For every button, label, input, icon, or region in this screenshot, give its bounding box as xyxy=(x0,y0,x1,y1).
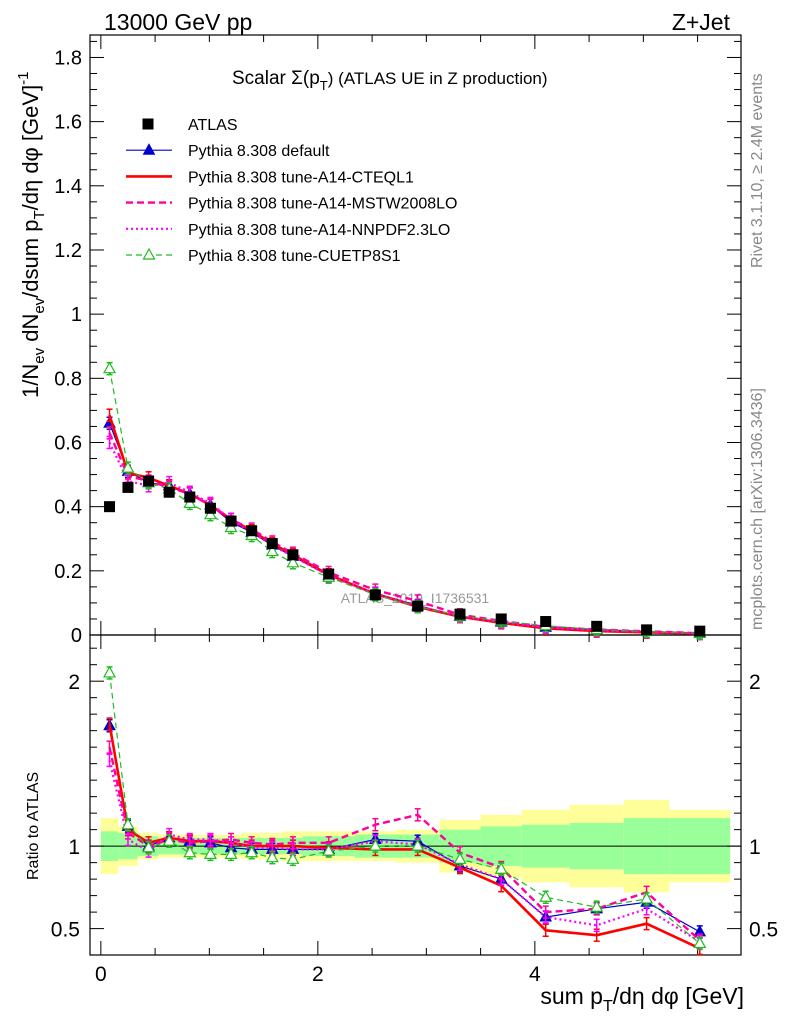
ratio-y-tick-label: 0.5 xyxy=(51,919,80,942)
data-point-cuetp xyxy=(590,899,604,912)
x-tick-label: 0 xyxy=(95,963,107,986)
data-point-cuetp xyxy=(224,847,238,859)
main-y-tick-label: 1.6 xyxy=(54,112,82,134)
data-point-cuetp xyxy=(411,838,425,851)
atlas-data-point xyxy=(204,502,216,514)
data-point-cuetp xyxy=(142,840,156,853)
main-y-tick-label: 0.8 xyxy=(54,368,82,390)
main-y-tick-label: 1.2 xyxy=(54,240,82,262)
series-mstw xyxy=(106,426,703,640)
data-point-cuetp xyxy=(539,890,553,902)
legend-entry: Pythia 8.308 default xyxy=(126,143,330,160)
rivet-version-label: Rivet 3.1.10, ≥ 2.4M events xyxy=(749,73,766,268)
legend-entry: Pythia 8.308 tune-A14-CTEQL1 xyxy=(126,169,414,186)
data-point-cuetp xyxy=(693,936,707,949)
plot-title: Scalar Σ(pT) (ATLAS UE in Z production) xyxy=(232,68,548,93)
data-point-cuetp xyxy=(103,665,117,678)
atlas-data-point xyxy=(454,608,466,620)
process-label: Z+Jet xyxy=(672,9,731,35)
atlas-data-point xyxy=(143,475,155,487)
ratio-axis-ticks: 0.5 0.5 1 1 2 2 0 2 4 xyxy=(51,635,778,986)
legend: ATLAS Pythia 8.308 default Pythia 8.308 tu… xyxy=(126,117,457,265)
ratio-y-tick-label-right: 0.5 xyxy=(749,919,778,942)
ratio-y-tick-label-right: 2 xyxy=(749,671,761,694)
main-y-tick-label: 0 xyxy=(71,625,82,647)
plot-title-sub: T xyxy=(320,78,328,93)
main-series-layer xyxy=(103,361,707,641)
atlas-data-point xyxy=(287,549,299,561)
data-point-cuetp xyxy=(286,555,300,568)
ratio-y-tick-label: 1 xyxy=(68,836,80,859)
main-y-tick-label: 0.2 xyxy=(54,561,82,583)
atlas-data-point xyxy=(246,525,258,537)
atlas-data-point xyxy=(266,538,278,550)
data-point-cuetp xyxy=(368,838,382,851)
ratio-y-axis-label: Ratio to ATLAS xyxy=(25,772,42,880)
series-cuetp xyxy=(103,361,707,641)
main-y-tick-label: 0.4 xyxy=(54,497,82,519)
legend-label: Pythia 8.308 tune-A14-NNPDF2.3LO xyxy=(188,222,450,239)
data-point-cuetp xyxy=(245,845,259,858)
data-point-cuetp xyxy=(183,845,197,858)
main-y-tick-label: 0.6 xyxy=(54,432,82,454)
data-point-cuetp xyxy=(203,847,217,859)
data-point-cuetp xyxy=(265,544,279,557)
data-point-cuetp xyxy=(265,850,279,863)
atlas-data-point xyxy=(122,481,134,493)
series-atlas xyxy=(104,475,706,637)
mcplots-label: mcplots.cern.ch [arXiv:1306.3436] xyxy=(749,388,766,630)
legend-label: Pythia 8.308 tune-CUETP8S1 xyxy=(188,248,401,265)
data-point-cuetp xyxy=(121,460,135,473)
main-y-tick-label: 1.4 xyxy=(54,176,82,198)
ratio-y-tick-label: 2 xyxy=(68,671,80,694)
legend-entry: Pythia 8.308 tune-A14-MSTW2008LO xyxy=(126,196,457,213)
plot-title-rest: ) (ATLAS UE in Z production) xyxy=(328,69,548,88)
ratio-panel-frame xyxy=(89,634,742,956)
legend-label: ATLAS xyxy=(188,117,238,134)
legend-entry: Pythia 8.308 tune-A14-NNPDF2.3LO xyxy=(126,222,450,239)
atlas-data-point xyxy=(184,491,196,503)
main-axis-ticks: 0 0.2 0.4 0.6 0.8 1 1.2 1.4 1.6 1.8 xyxy=(54,35,741,647)
x-tick-label: 2 xyxy=(312,963,324,986)
data-point-cuetp xyxy=(453,852,467,864)
ratio-y-tick-label-right: 1 xyxy=(749,836,761,859)
data-point-cuetp xyxy=(121,817,135,830)
x-tick-label: 4 xyxy=(529,963,541,986)
series-cuetp xyxy=(103,665,707,951)
energy-label: 13000 GeV pp xyxy=(104,9,252,35)
legend-label: Pythia 8.308 tune-A14-CTEQL1 xyxy=(188,169,414,186)
data-point-cuetp xyxy=(103,361,117,374)
atlas-data-point xyxy=(369,589,381,601)
main-y-tick-label: 1 xyxy=(71,304,82,326)
atlas-data-point xyxy=(641,624,653,636)
atlas-data-point xyxy=(694,625,706,637)
legend-marker-cuetp xyxy=(142,247,156,260)
ratio-series-layer xyxy=(103,665,707,956)
atlas-data-point xyxy=(495,613,507,625)
data-point-cuetp xyxy=(322,843,336,856)
legend-label: Pythia 8.308 tune-A14-MSTW2008LO xyxy=(188,196,457,213)
atlas-data-point xyxy=(104,501,116,513)
data-point-cuetp xyxy=(286,852,300,864)
legend-entry: ATLAS xyxy=(142,117,238,134)
main-y-axis-label: 1/Nev dNev/dsum pT/dη dφ [GeV]-1 xyxy=(15,71,48,398)
data-point-cuetp xyxy=(640,891,654,904)
legend-entry: Pythia 8.308 tune-CUETP8S1 xyxy=(126,247,401,265)
atlas-data-point xyxy=(591,620,603,632)
legend-label: Pythia 8.308 default xyxy=(188,143,330,160)
data-point-cuetp xyxy=(494,861,508,874)
atlas-data-point xyxy=(225,515,237,527)
atlas-data-point xyxy=(163,486,175,498)
legend-marker-default xyxy=(142,143,156,155)
atlas-data-point xyxy=(323,568,335,580)
atlas-data-point xyxy=(540,616,552,628)
legend-atlas-marker xyxy=(142,118,154,130)
atlas-data-point xyxy=(412,600,424,612)
plot-title-main: Scalar Σ(p xyxy=(232,68,320,89)
series-nnpdf xyxy=(106,435,703,641)
main-y-tick-label: 1.8 xyxy=(54,47,82,69)
x-axis-label: sum pT/dη dφ [GeV] xyxy=(540,983,744,1015)
data-point-cuetp xyxy=(162,833,176,846)
